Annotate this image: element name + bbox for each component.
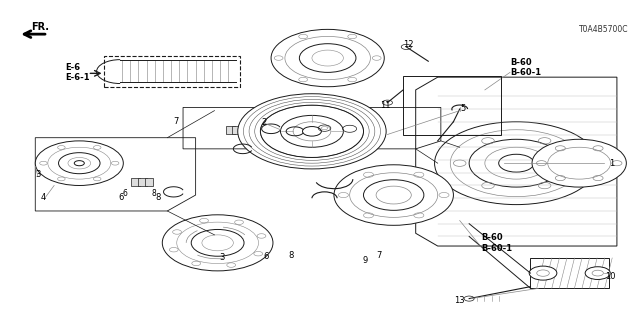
Circle shape bbox=[334, 165, 453, 225]
Circle shape bbox=[35, 141, 124, 186]
Bar bbox=[232, 126, 241, 133]
Bar bbox=[531, 258, 609, 288]
Text: 5: 5 bbox=[460, 104, 465, 113]
Bar bbox=[403, 76, 500, 134]
Circle shape bbox=[237, 94, 386, 169]
Circle shape bbox=[280, 116, 344, 147]
Text: E-6
E-6-1: E-6 E-6-1 bbox=[65, 63, 90, 82]
Circle shape bbox=[532, 139, 627, 187]
Circle shape bbox=[163, 215, 273, 271]
Text: 7: 7 bbox=[376, 251, 381, 260]
Text: 6: 6 bbox=[123, 189, 127, 198]
Bar bbox=[226, 126, 235, 133]
Text: 10: 10 bbox=[605, 272, 616, 281]
Circle shape bbox=[303, 126, 321, 136]
Circle shape bbox=[271, 29, 384, 87]
Text: FR.: FR. bbox=[31, 22, 49, 32]
Text: 4: 4 bbox=[41, 193, 46, 202]
Text: 13: 13 bbox=[454, 296, 465, 305]
Text: 2: 2 bbox=[261, 118, 266, 127]
Text: 6: 6 bbox=[119, 193, 124, 202]
Circle shape bbox=[435, 122, 598, 204]
Bar bbox=[104, 56, 239, 87]
Text: 3: 3 bbox=[36, 171, 41, 180]
Bar bbox=[138, 179, 147, 186]
Text: 7: 7 bbox=[173, 117, 178, 126]
Bar bbox=[145, 179, 154, 186]
Bar bbox=[238, 126, 247, 133]
Text: 12: 12 bbox=[403, 40, 413, 49]
Circle shape bbox=[529, 266, 557, 280]
Text: 11: 11 bbox=[380, 101, 391, 110]
Text: B-60
B-60-1: B-60 B-60-1 bbox=[482, 233, 513, 252]
Circle shape bbox=[74, 161, 84, 166]
Text: 3: 3 bbox=[220, 253, 225, 262]
Text: 9: 9 bbox=[363, 256, 368, 265]
Text: 8: 8 bbox=[289, 251, 294, 260]
Text: 8: 8 bbox=[151, 189, 156, 198]
Text: B-60
B-60-1: B-60 B-60-1 bbox=[510, 58, 541, 77]
Text: 8: 8 bbox=[156, 193, 161, 202]
Bar bbox=[131, 179, 140, 186]
Text: 1: 1 bbox=[609, 159, 614, 168]
Text: 6: 6 bbox=[263, 252, 269, 261]
Circle shape bbox=[585, 267, 611, 279]
Text: T0A4B5700C: T0A4B5700C bbox=[579, 25, 628, 34]
